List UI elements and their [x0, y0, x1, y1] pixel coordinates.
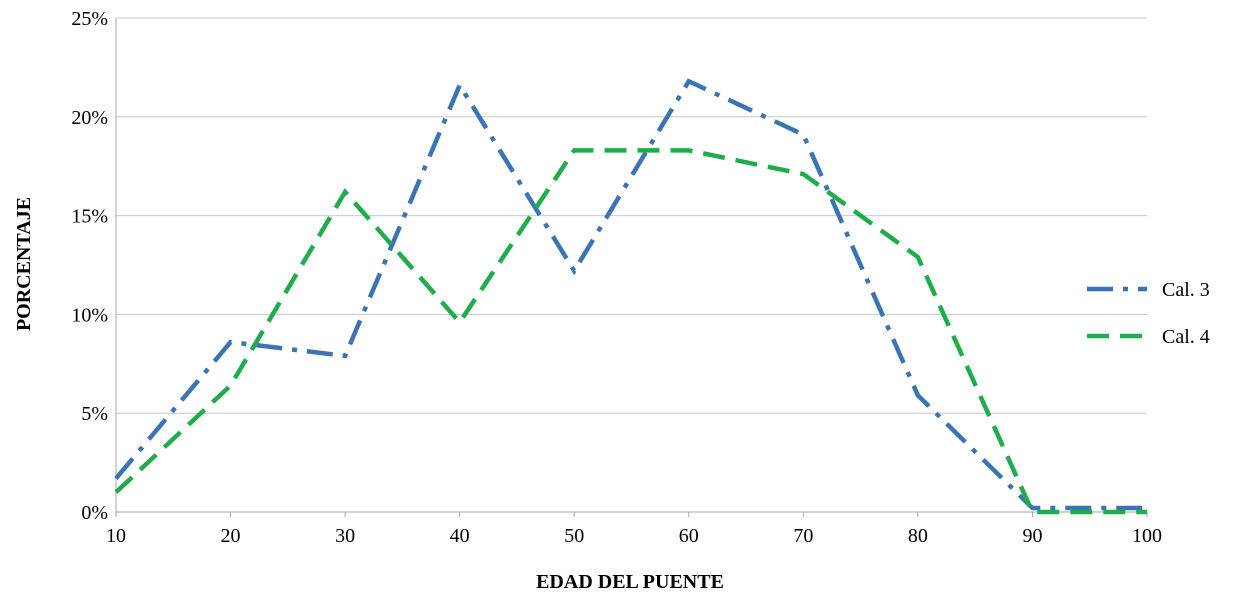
legend-label-1: Cal. 3 — [1162, 279, 1210, 301]
gridlines — [116, 17, 1147, 414]
series-1-point — [1147, 508, 1148, 509]
x-tick-label: 90 — [1022, 525, 1042, 547]
series-1-point — [1032, 508, 1033, 509]
series-1-point — [459, 85, 460, 86]
y-tick-label: 5% — [81, 403, 108, 425]
x-tick-label: 100 — [1132, 525, 1162, 547]
x-tick-label: 60 — [679, 525, 699, 547]
series-1-point — [574, 270, 575, 271]
y-tick-label: 0% — [81, 502, 108, 524]
x-axis-title: EDAD DEL PUENTE — [536, 571, 724, 593]
y-tick-label: 10% — [71, 304, 108, 326]
x-tick-label: 80 — [908, 525, 928, 547]
legend: Cal. 3 Cal. 4 — [1087, 279, 1210, 348]
series-1-point — [688, 81, 689, 82]
series-1-point — [230, 342, 231, 343]
y-tick-label: 20% — [71, 107, 108, 129]
series-2-point — [116, 492, 117, 493]
series-1-point — [116, 478, 117, 479]
x-tick-label: 20 — [221, 525, 241, 547]
y-tick-label: 25% — [71, 8, 108, 30]
series-2-point — [803, 174, 804, 175]
series-2-point — [230, 385, 231, 386]
x-tick-label: 10 — [106, 525, 126, 547]
x-tick-label: 40 — [450, 525, 470, 547]
series-1-point — [803, 134, 804, 135]
series-line-1 — [114, 78, 1147, 511]
series-line-2 — [114, 148, 1147, 515]
series-2-point — [574, 150, 575, 151]
series-2-point — [917, 257, 918, 258]
x-tick-label: 70 — [793, 525, 813, 547]
x-tick-label: 30 — [335, 525, 355, 547]
series-1-point — [345, 355, 346, 356]
series-lines — [114, 78, 1148, 515]
series-2-point — [688, 150, 689, 151]
y-axis-title: PORCENTAJE — [13, 197, 35, 331]
axes — [115, 18, 1148, 517]
x-tick-label: 50 — [564, 525, 584, 547]
series-2-point — [1032, 512, 1033, 513]
series-2-point — [1147, 512, 1148, 513]
series-1-point — [917, 395, 918, 396]
legend-label-2: Cal. 4 — [1162, 326, 1210, 348]
tick-labels: 0% 5% 10% 15% 20% 25% 10 20 30 40 50 60 70 80 90 100 — [71, 8, 1162, 547]
series-2-point — [345, 191, 346, 192]
y-tick-label: 15% — [71, 206, 108, 228]
series-2-point — [459, 322, 460, 323]
